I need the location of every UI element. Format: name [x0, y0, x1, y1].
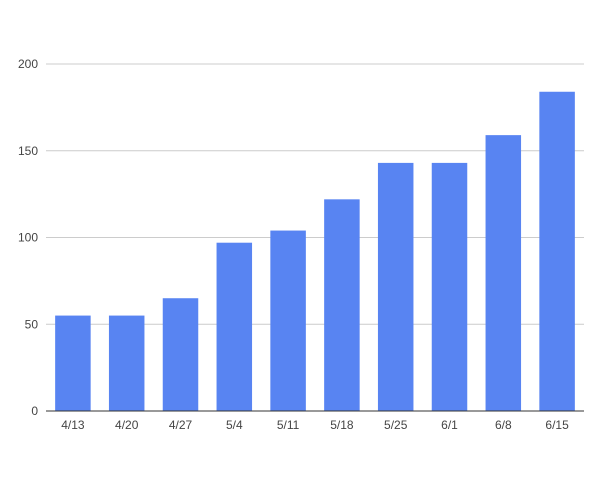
x-tick-label: 5/4 — [226, 418, 243, 432]
x-tick-label: 5/11 — [277, 418, 300, 432]
y-tick-label: 200 — [18, 57, 38, 71]
x-tick-label: 5/18 — [330, 418, 354, 432]
x-tick-label: 4/13 — [61, 418, 85, 432]
bar — [324, 199, 360, 411]
bar — [55, 315, 91, 411]
x-tick-label: 5/25 — [384, 418, 408, 432]
x-tick-label: 6/1 — [441, 418, 458, 432]
y-tick-label: 0 — [31, 404, 38, 418]
bar — [108, 315, 145, 411]
bar — [485, 135, 522, 411]
y-axis-tick-labels: 0 50 100 150 200 — [18, 57, 38, 418]
x-tick-label: 6/8 — [495, 418, 512, 432]
bar — [270, 230, 306, 411]
bar — [162, 298, 199, 411]
x-tick-label: 4/27 — [169, 418, 193, 432]
y-tick-label: 150 — [18, 144, 38, 158]
bar — [431, 162, 468, 411]
bar — [377, 162, 414, 411]
y-tick-label: 50 — [25, 317, 39, 331]
x-tick-label: 4/20 — [115, 418, 139, 432]
bar — [539, 91, 575, 411]
x-axis-tick-labels: 4/13 4/20 4/27 5/4 5/11 5/18 5/25 6/1 6/8 6/15 — [61, 418, 569, 432]
y-tick-label: 100 — [18, 231, 38, 245]
bars — [55, 91, 575, 411]
x-tick-label: 6/15 — [545, 418, 569, 432]
bar — [216, 242, 253, 411]
